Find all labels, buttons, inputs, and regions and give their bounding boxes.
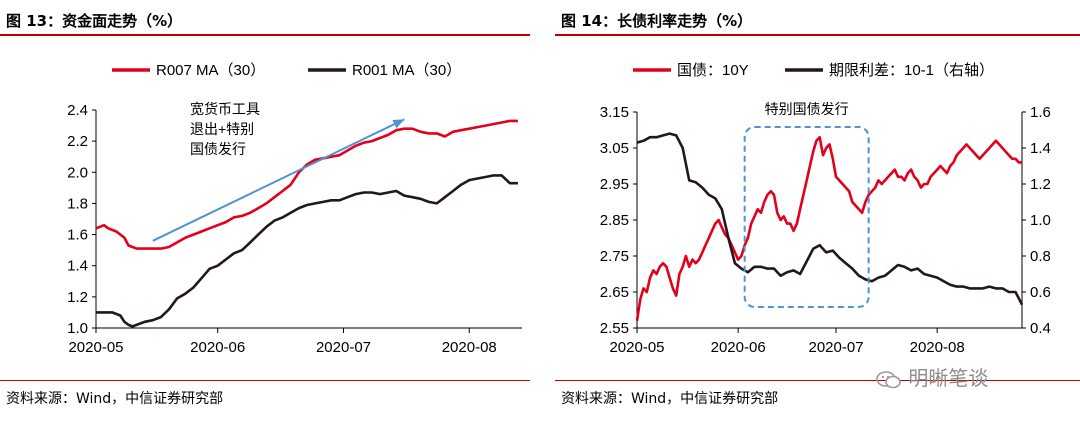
right-title-rule — [555, 34, 1080, 36]
y-tick-label: 1.0 — [67, 320, 88, 337]
watermark-text: 明晰笔谈 — [908, 366, 989, 390]
right-figure-title: 图 14：长债利率走势（%） — [561, 12, 753, 30]
y-tick-label: 1.2 — [67, 289, 88, 306]
y-tick-label: 1.6 — [67, 227, 88, 244]
y2-tick-label: 1.4 — [1030, 140, 1051, 157]
y2-tick-label: 1.2 — [1030, 176, 1051, 193]
series-line-2 — [636, 132, 1024, 306]
right-figure-panel: 图 14：长债利率走势（%） 2.55 2.65 2.75 2.85 2.95 3.05 3… — [555, 0, 1080, 425]
x-tick-label: 2020-06 — [711, 339, 766, 356]
x-tick-label: 2020-05 — [609, 339, 664, 356]
annotation-label: 特别国债发行 — [765, 101, 849, 117]
series-line-2 — [96, 174, 518, 328]
trend-arrow-shaft — [152, 118, 405, 242]
right-line-chart: 2.55 2.65 2.75 2.85 2.95 3.05 3.15 0.4 0.6 0.8 1.0… — [600, 62, 1051, 356]
y2-tick-label: 1.0 — [1030, 212, 1051, 229]
y2-tick-label: 1.6 — [1030, 104, 1051, 121]
y-tick-label: 3.05 — [600, 140, 629, 157]
left-source-note: 资料来源：Wind，中信证券研究部 — [6, 391, 224, 407]
y-tick-label: 2.0 — [67, 164, 88, 181]
right-source-note: 资料来源：Wind，中信证券研究部 — [561, 391, 779, 407]
legend-label-2: R001 MA（30） — [352, 62, 461, 79]
trend-arrow-head — [392, 119, 405, 129]
annotation-line-3: 国债发行 — [190, 141, 246, 157]
y2-tick-label: 0.8 — [1030, 248, 1051, 265]
y-tick-label: 2.55 — [600, 320, 629, 337]
watermark: 明晰笔谈 — [876, 362, 1056, 392]
series-line-1 — [95, 119, 518, 250]
y-tick-label: 1.8 — [67, 195, 88, 212]
left-title-rule — [0, 34, 530, 36]
left-figure-title: 图 13：资金面走势（%） — [6, 12, 183, 30]
x-tick-label: 2020-07 — [316, 339, 371, 356]
y-tick-label: 2.4 — [67, 102, 88, 119]
y-tick-label: 1.4 — [67, 258, 88, 275]
left-line-chart: 1.0 1.2 1.4 1.6 1.8 2.0 2.2 2.4 2020-05 2020-06 20… — [67, 62, 522, 356]
y2-tick-label: 0.6 — [1030, 284, 1051, 301]
legend-label-2: 期限利差：10-1（右轴） — [829, 62, 994, 79]
legend-label-1: R007 MA（30） — [156, 62, 265, 79]
annotation-line-2: 退出+特别 — [190, 121, 254, 137]
y2-tick-label: 0.4 — [1030, 320, 1051, 337]
annotation-line-1: 宽货币工具 — [190, 101, 260, 117]
legend-label-1: 国债：10Y — [677, 62, 749, 79]
y-tick-label: 2.95 — [600, 176, 629, 193]
y-tick-label: 2.65 — [600, 284, 629, 301]
y-tick-label: 3.15 — [600, 104, 629, 121]
left-figure-panel: 图 13：资金面走势（%） 1.0 1.2 1.4 1.6 1.8 2.0 2.2 2.4 20… — [0, 0, 530, 425]
y-tick-label: 2.75 — [600, 248, 629, 265]
series-line-1 — [635, 135, 1022, 321]
y-tick-label: 2.2 — [67, 133, 88, 150]
x-tick-label: 2020-08 — [910, 339, 965, 356]
left-source-rule — [0, 380, 530, 381]
wechat-icon — [876, 370, 901, 388]
x-tick-label: 2020-06 — [190, 339, 245, 356]
x-tick-label: 2020-08 — [442, 339, 497, 356]
annotation-box — [743, 126, 870, 308]
x-tick-label: 2020-07 — [808, 339, 863, 356]
x-tick-label: 2020-05 — [68, 339, 123, 356]
right-source-rule — [555, 380, 1080, 381]
y-tick-label: 2.85 — [600, 212, 629, 229]
